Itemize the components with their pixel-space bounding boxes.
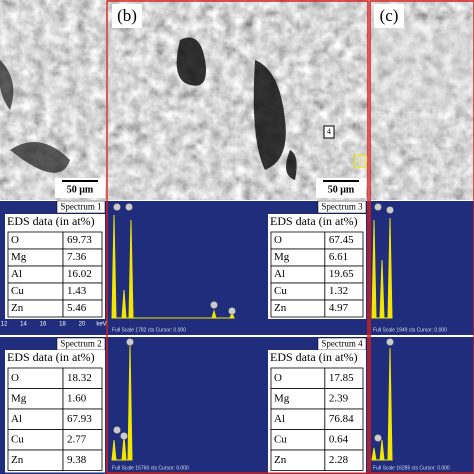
site-box bbox=[353, 154, 367, 168]
element-value: 2.39 bbox=[329, 392, 349, 404]
element-name: Mg bbox=[274, 392, 290, 404]
element-value: 17.85 bbox=[329, 372, 354, 384]
table-cell bbox=[324, 449, 364, 471]
sem-image-b bbox=[108, 0, 368, 200]
site-label: 3 bbox=[358, 156, 362, 165]
element-name: O bbox=[274, 234, 282, 246]
element-name: Al bbox=[11, 413, 22, 425]
element-name: Al bbox=[274, 268, 285, 280]
spectrum-label-box bbox=[317, 200, 367, 214]
table-cell bbox=[62, 449, 103, 471]
corrosion-pits bbox=[176, 37, 297, 180]
table-title: EDS data (in at%) bbox=[270, 350, 358, 364]
sem-images bbox=[0, 0, 474, 200]
element-value: 0.64 bbox=[329, 433, 349, 445]
spectrum-label: Spectrum 2 bbox=[60, 339, 101, 349]
site-label: 4 bbox=[327, 127, 331, 136]
panel-label-box bbox=[374, 4, 404, 28]
element-value: 7.36 bbox=[67, 251, 87, 263]
spectrum-peaks bbox=[111, 214, 393, 461]
element-name: Mg bbox=[11, 251, 27, 263]
element-name: O bbox=[274, 372, 282, 384]
element-value: 19.65 bbox=[329, 268, 354, 280]
element-name: Zn bbox=[11, 454, 24, 466]
element-name: Al bbox=[274, 413, 285, 425]
element-name: Cu bbox=[274, 285, 287, 297]
element-name: O bbox=[11, 234, 19, 246]
element-name: Mg bbox=[274, 251, 290, 263]
element-name: O bbox=[11, 372, 19, 384]
axis-tick-label: 12 bbox=[1, 322, 8, 328]
axis-tick-label: 14 bbox=[20, 322, 27, 328]
scale-bar-box bbox=[316, 178, 366, 198]
element-value: 1.60 bbox=[67, 392, 87, 404]
element-value: 76.84 bbox=[329, 413, 354, 425]
table-title: EDS data (in at%) bbox=[270, 214, 358, 228]
peak-markers bbox=[113, 203, 394, 442]
panel-label: (b) bbox=[117, 6, 137, 25]
table-cell bbox=[324, 299, 364, 318]
element-name: Al bbox=[11, 268, 22, 280]
element-value: 1.32 bbox=[329, 285, 348, 297]
axis-tick-label: 16 bbox=[40, 322, 47, 328]
spectrum-label: Spectrum 4 bbox=[321, 339, 363, 349]
panel-label-box bbox=[112, 4, 142, 28]
spectrum-label: Spectrum 1 bbox=[60, 202, 101, 212]
element-value: 69.73 bbox=[67, 234, 92, 246]
element-value: 9.38 bbox=[67, 454, 87, 466]
element-value: 16.02 bbox=[67, 268, 92, 280]
table-title: EDS data (in at%) bbox=[7, 214, 95, 228]
scale-bar-box bbox=[55, 178, 105, 198]
panel-label: (c) bbox=[380, 6, 399, 25]
site-box bbox=[323, 125, 335, 139]
table-cell bbox=[62, 299, 103, 318]
element-name: Cu bbox=[274, 433, 287, 445]
element-name: Zn bbox=[274, 454, 287, 466]
spectrum-label-box bbox=[56, 200, 106, 214]
element-value: 4.97 bbox=[329, 302, 349, 314]
element-name: Cu bbox=[11, 285, 24, 297]
film-area bbox=[370, 20, 474, 110]
axis-tick-label: 18 bbox=[59, 322, 66, 328]
spectrum-label: Spectrum 3 bbox=[321, 202, 363, 212]
sem-image-c bbox=[370, 0, 474, 200]
axis-tick-label: keV bbox=[96, 322, 106, 328]
scale-bar-label: 50 μm bbox=[328, 184, 355, 195]
element-value: 67.93 bbox=[67, 413, 92, 425]
element-value: 6.61 bbox=[329, 251, 348, 263]
spectrum-caption: Full Scale 15760 cts Cursor: 0.000 bbox=[112, 465, 189, 471]
axis-tick-label: 20 bbox=[79, 322, 86, 328]
element-name: Mg bbox=[11, 392, 27, 404]
element-name: Zn bbox=[11, 302, 24, 314]
element-value: 18.32 bbox=[67, 372, 92, 384]
element-name: Cu bbox=[11, 433, 24, 445]
spectrum-caption: Full Scale 1782 cts Cursor: 0.000 bbox=[112, 327, 186, 333]
spectrum-caption: Full Scale 16285 cts Cursor: 0.000 bbox=[373, 465, 450, 471]
panel-frames bbox=[106, 0, 474, 474]
table-title: EDS data (in at%) bbox=[7, 350, 95, 364]
element-value: 1.43 bbox=[67, 285, 87, 297]
element-value: 2.28 bbox=[329, 454, 349, 466]
element-name: Zn bbox=[274, 302, 287, 314]
element-value: 67.45 bbox=[329, 234, 354, 246]
scale-bar-label: 50 μm bbox=[67, 184, 94, 195]
corrosion-pits-a bbox=[0, 60, 70, 173]
element-value: 5.46 bbox=[67, 302, 87, 314]
element-value: 2.77 bbox=[67, 433, 87, 445]
spectrum-caption: Full Scale 1949 cts Cursor: 0.000 bbox=[373, 327, 447, 333]
